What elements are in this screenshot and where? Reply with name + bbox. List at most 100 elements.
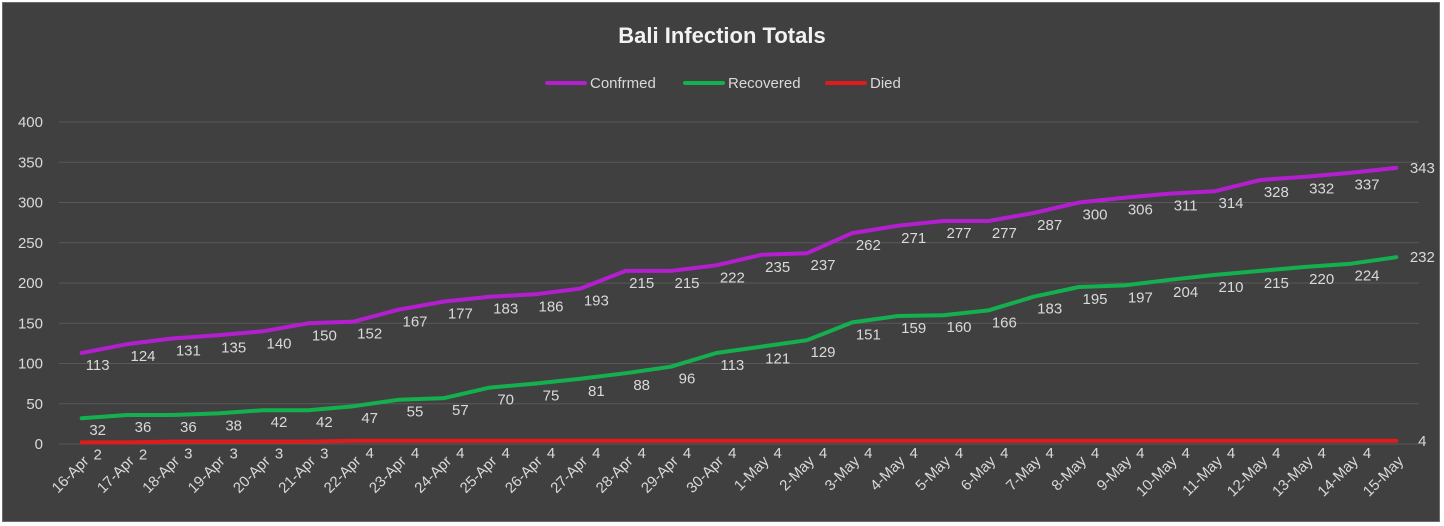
data-label: 166 bbox=[992, 314, 1017, 331]
data-label: 2 bbox=[93, 446, 101, 463]
y-tick-label: 350 bbox=[18, 154, 43, 171]
data-label: 287 bbox=[1037, 217, 1062, 234]
legend-label: Died bbox=[870, 75, 901, 92]
data-label: 4 bbox=[1227, 445, 1235, 462]
y-tick-label: 250 bbox=[18, 235, 43, 252]
data-label: 4 bbox=[819, 445, 827, 462]
data-label: 306 bbox=[1128, 202, 1153, 219]
data-label: 3 bbox=[320, 446, 328, 463]
data-label: 4 bbox=[411, 445, 419, 462]
data-label: 186 bbox=[538, 298, 563, 315]
series-line bbox=[79, 438, 1399, 445]
data-label: 183 bbox=[1037, 301, 1062, 318]
data-label: 47 bbox=[361, 410, 378, 427]
data-label: 131 bbox=[176, 343, 201, 360]
x-tick-label: 16-Apr bbox=[49, 453, 93, 497]
data-label: 55 bbox=[407, 404, 424, 421]
data-label: 277 bbox=[992, 225, 1017, 242]
data-label: 3 bbox=[229, 446, 237, 463]
data-label: 113 bbox=[720, 357, 744, 374]
data-label: 4 bbox=[1000, 445, 1008, 462]
x-tick-label: 7-May bbox=[1003, 452, 1045, 494]
data-label: 135 bbox=[221, 339, 246, 356]
data-label: 195 bbox=[1082, 291, 1107, 308]
data-label: 328 bbox=[1264, 184, 1289, 201]
data-label: 4 bbox=[547, 445, 555, 462]
data-label: 337 bbox=[1354, 177, 1379, 194]
data-label: 311 bbox=[1174, 198, 1198, 215]
data-label: 75 bbox=[543, 388, 560, 405]
data-label: 235 bbox=[765, 259, 790, 276]
data-label: 4 bbox=[1418, 433, 1426, 450]
x-tick-label: 4-May bbox=[867, 452, 909, 494]
data-label: 4 bbox=[1045, 445, 1053, 462]
data-label: 215 bbox=[1264, 275, 1289, 292]
data-label: 3 bbox=[275, 446, 283, 463]
data-label: 121 bbox=[765, 351, 790, 368]
y-axis-ticks: 0 50 100 150 200 250 300 350 400 bbox=[18, 114, 43, 453]
data-label: 197 bbox=[1128, 289, 1153, 306]
data-label: 96 bbox=[679, 371, 696, 388]
data-label: 343 bbox=[1410, 160, 1435, 177]
y-tick-label: 200 bbox=[18, 275, 43, 292]
data-label: 88 bbox=[633, 377, 650, 394]
y-tick-label: 0 bbox=[35, 436, 43, 453]
x-tick-label: 6-May bbox=[958, 452, 1000, 494]
data-label: 4 bbox=[728, 445, 736, 462]
data-labels: 113 124 131 135 140 150 152 167 177 183 186 193 215 2… bbox=[86, 160, 1435, 464]
data-label: 4 bbox=[864, 445, 872, 462]
y-tick-label: 400 bbox=[18, 114, 43, 131]
data-label: 222 bbox=[720, 269, 745, 286]
data-label: 4 bbox=[637, 445, 645, 462]
y-tick-label: 300 bbox=[18, 195, 43, 212]
data-label: 4 bbox=[1136, 445, 1144, 462]
data-label: 159 bbox=[901, 320, 926, 337]
data-label: 220 bbox=[1309, 271, 1334, 288]
data-label: 4 bbox=[501, 445, 509, 462]
data-label: 4 bbox=[1091, 445, 1099, 462]
series-line bbox=[79, 165, 1399, 355]
data-label: 204 bbox=[1173, 284, 1198, 301]
legend-label: Recovered bbox=[728, 75, 801, 92]
legend-label: Confrmed bbox=[590, 75, 656, 92]
data-label: 140 bbox=[266, 335, 291, 352]
data-label: 42 bbox=[271, 414, 288, 431]
x-tick-label: 9-May bbox=[1094, 452, 1136, 494]
data-label: 4 bbox=[683, 445, 691, 462]
data-label: 4 bbox=[365, 445, 373, 462]
data-label: 2 bbox=[139, 446, 147, 463]
y-tick-label: 100 bbox=[18, 356, 43, 373]
series-line bbox=[79, 255, 1399, 421]
data-label: 215 bbox=[674, 275, 699, 292]
data-label: 237 bbox=[810, 257, 835, 274]
data-label: 262 bbox=[856, 237, 881, 254]
data-label: 113 bbox=[86, 357, 110, 374]
data-label: 4 bbox=[1181, 445, 1189, 462]
data-label: 57 bbox=[452, 402, 469, 419]
data-label: 4 bbox=[773, 445, 781, 462]
data-label: 150 bbox=[312, 327, 337, 344]
data-label: 3 bbox=[184, 446, 192, 463]
gridlines bbox=[59, 121, 1419, 445]
data-label: 42 bbox=[316, 414, 333, 431]
data-label: 167 bbox=[402, 314, 427, 331]
data-label: 300 bbox=[1082, 207, 1107, 224]
data-label: 81 bbox=[588, 383, 605, 400]
x-tick-label: 1-May bbox=[731, 452, 773, 494]
x-tick-label: 5-May bbox=[912, 452, 954, 494]
y-tick-label: 50 bbox=[26, 396, 43, 413]
x-tick-label: 8-May bbox=[1048, 452, 1090, 494]
chart-title: Bali Infection Totals bbox=[618, 23, 825, 48]
data-label: 38 bbox=[225, 417, 242, 434]
data-label: 70 bbox=[497, 392, 514, 409]
data-label: 4 bbox=[909, 445, 917, 462]
data-label: 4 bbox=[1363, 445, 1371, 462]
series-lines bbox=[79, 165, 1399, 445]
data-label: 4 bbox=[592, 445, 600, 462]
data-label: 271 bbox=[901, 230, 926, 247]
data-label: 232 bbox=[1410, 249, 1435, 266]
data-label: 277 bbox=[946, 225, 971, 242]
data-label: 314 bbox=[1218, 195, 1243, 212]
data-label: 177 bbox=[448, 306, 473, 323]
